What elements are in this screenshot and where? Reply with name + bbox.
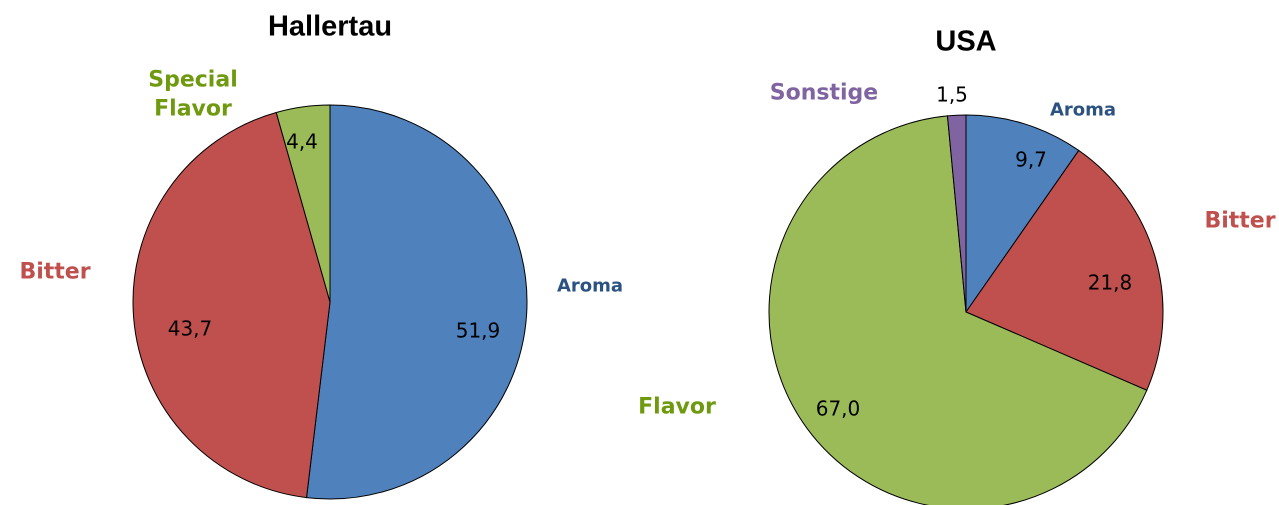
value-label: 51,9 bbox=[456, 319, 501, 343]
category-label: Aroma bbox=[1049, 99, 1117, 121]
value-label: 4,4 bbox=[286, 130, 318, 154]
value-label: 43,7 bbox=[168, 317, 213, 341]
pie-slice bbox=[275, 104, 331, 303]
pie-slice bbox=[965, 114, 1080, 314]
category-label: Bitter bbox=[1204, 208, 1276, 234]
pie-slice bbox=[305, 104, 528, 500]
pie-slice bbox=[965, 149, 1164, 391]
category-label: Special Flavor bbox=[148, 67, 238, 121]
value-label: 67,0 bbox=[816, 397, 861, 421]
pie-slice bbox=[946, 114, 967, 313]
chart-title: Hallertau bbox=[268, 11, 392, 43]
value-label: 9,7 bbox=[1015, 148, 1047, 172]
category-label: Sonstige bbox=[769, 80, 879, 106]
pie-slice bbox=[768, 115, 1148, 505]
category-label: Flavor bbox=[638, 394, 716, 420]
category-label: Bitter bbox=[19, 259, 91, 285]
chart-title: USA bbox=[935, 26, 996, 58]
category-label: Aroma bbox=[556, 275, 624, 297]
value-label: 1,5 bbox=[936, 83, 968, 107]
value-label: 21,8 bbox=[1088, 271, 1133, 295]
pie-slice bbox=[132, 111, 331, 499]
